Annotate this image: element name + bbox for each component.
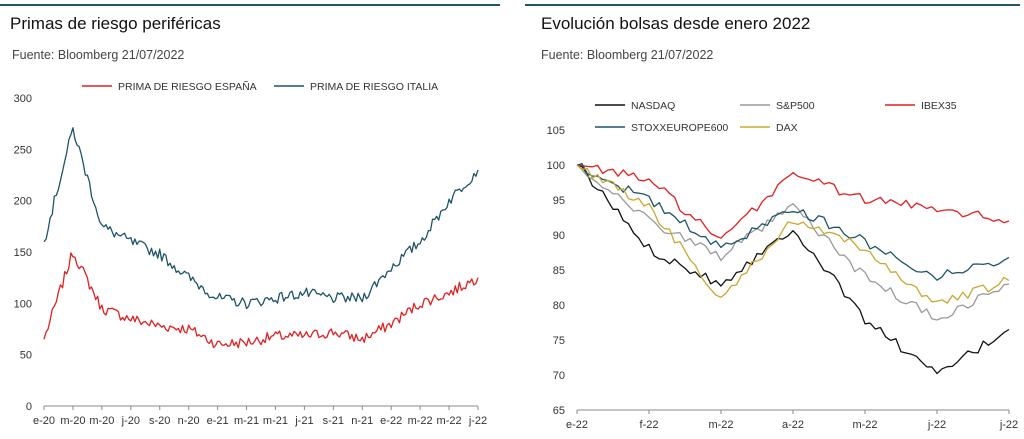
legend-label: PRIMA DE RIESGO ESPAÑA xyxy=(118,80,257,93)
y-tick-label: 95 xyxy=(553,195,565,207)
x-tick-label: j-20 xyxy=(121,415,140,427)
y-tick-label: 150 xyxy=(14,247,32,259)
y-tick-label: 300 xyxy=(14,93,32,105)
chart-source: Fuente: Bloomberg 21/07/2022 xyxy=(12,48,185,62)
y-tick-label: 200 xyxy=(14,196,32,208)
series-line-stoxxeurope600 xyxy=(576,163,1010,281)
y-tick-label: 90 xyxy=(553,230,565,242)
y-tick-label: 250 xyxy=(14,144,32,156)
top-rule xyxy=(525,4,1020,6)
x-tick-label: e-22 xyxy=(566,419,588,431)
x-tick-label: j-22 xyxy=(927,419,946,431)
y-tick-label: 105 xyxy=(547,125,565,137)
series-line-dax xyxy=(576,164,1010,304)
chart-title: Primas de riesgo periféricas xyxy=(10,14,221,33)
y-tick-label: 85 xyxy=(553,265,565,277)
legend-label: DAX xyxy=(776,122,798,134)
series-line-nasdaq xyxy=(576,164,1010,375)
x-tick-label: s-20 xyxy=(149,415,170,427)
x-tick-label: m-20 xyxy=(60,415,85,427)
x-tick-label: f-22 xyxy=(640,419,659,431)
x-tick-label: m-22 xyxy=(437,415,462,427)
y-tick-label: 50 xyxy=(20,350,32,362)
series-line-prima-de-riesgo-espa-a xyxy=(43,252,479,349)
legend-label: IBEX35 xyxy=(921,100,957,112)
x-tick-label: m-21 xyxy=(263,415,288,427)
legend-label: NASDAQ xyxy=(631,100,675,112)
y-tick-label: 65 xyxy=(553,405,565,417)
y-tick-label: 75 xyxy=(553,335,565,347)
top-rule xyxy=(0,4,500,6)
y-tick-label: 80 xyxy=(553,300,565,312)
y-tick-label: 0 xyxy=(26,401,32,413)
x-tick-label: n-20 xyxy=(178,415,200,427)
x-tick-label: s-21 xyxy=(323,415,344,427)
x-tick-label: e-21 xyxy=(207,415,229,427)
stock-indices-chart: 65 70 75 80 85 90 95 100 105 e-22 f-22 m-22 a-22 m-22… xyxy=(547,100,1019,431)
series-line-ibex35 xyxy=(576,164,1010,239)
legend-label: PRIMA DE RIESGO ITALIA xyxy=(310,81,438,93)
series-line-prima-de-riesgo-italia xyxy=(43,127,479,310)
legend-label: STOXXEUROPE600 xyxy=(631,122,728,134)
risk-premium-panel: Primas de riesgo periféricas Fuente: Blo… xyxy=(0,0,500,439)
x-tick-label: m-22 xyxy=(852,419,877,431)
chart-title: Evolución bolsas desde enero 2022 xyxy=(541,14,811,33)
x-tick-label: a-22 xyxy=(782,419,804,431)
x-tick-label: j-22 xyxy=(999,419,1018,431)
x-tick-label: j-22 xyxy=(468,415,487,427)
chart-source: Fuente: Bloomberg 21/07/2022 xyxy=(541,48,714,62)
series-line-s-p500 xyxy=(576,164,1010,321)
y-tick-label: 70 xyxy=(553,370,565,382)
x-tick-label: m-22 xyxy=(408,415,433,427)
x-tick-label: m-22 xyxy=(708,419,733,431)
y-tick-label: 100 xyxy=(14,298,32,310)
risk-premium-chart: 0 50 100 150 200 250 300 e-20 m-20 m-20 j-20 s-20 n-… xyxy=(14,80,488,427)
legend-label: S&P500 xyxy=(776,100,815,112)
x-tick-label: m-20 xyxy=(89,415,114,427)
stock-indices-panel: Evolución bolsas desde enero 2022 Fuente… xyxy=(525,0,1020,439)
x-tick-label: j-21 xyxy=(294,415,313,427)
x-tick-label: m-21 xyxy=(234,415,259,427)
x-tick-label: e-22 xyxy=(380,415,402,427)
y-tick-label: 100 xyxy=(547,160,565,172)
x-tick-label: e-20 xyxy=(33,415,55,427)
x-tick-label: n-21 xyxy=(351,415,373,427)
